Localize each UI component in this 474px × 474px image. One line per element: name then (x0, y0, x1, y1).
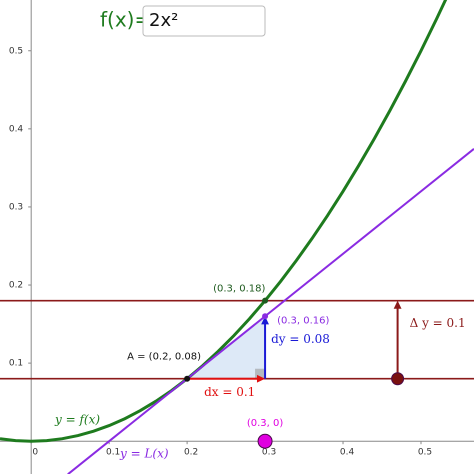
point-label: (0.3, 0) (247, 418, 284, 429)
input-box[interactable] (142, 5, 266, 37)
arrow-label: dx = 0.1 (204, 385, 255, 399)
curve-label: y = f(x) (54, 413, 100, 427)
curve-label: y = L(x) (119, 447, 169, 461)
right-angle (255, 368, 266, 379)
arrow-head (393, 300, 402, 309)
point-label: (0.3, 0.18) (213, 284, 265, 295)
function-curve (67, 148, 474, 474)
y-tick-label: 0.5 (9, 46, 23, 56)
input-value[interactable]: 2x² (149, 10, 178, 31)
arrow-label: dy = 0.08 (271, 332, 330, 346)
x-tick-label: 0.4 (340, 448, 355, 458)
x-tick-label: 0.1 (106, 448, 120, 458)
y-tick-label: 0.1 (9, 359, 23, 369)
point-label: A = (0.2, 0.08) (127, 352, 201, 363)
function-curve (0, 0, 448, 443)
x-tick-label: 0.5 (418, 448, 432, 458)
x-tick-label: 0.3 (262, 448, 276, 458)
y-tick-label: 0.3 (9, 202, 23, 212)
point (184, 375, 191, 382)
x-tick-label: 0 (32, 448, 38, 458)
point (262, 313, 269, 320)
point (257, 433, 273, 449)
arrow-head (261, 316, 269, 325)
x-tick-label: 0.2 (184, 448, 198, 458)
arrow-head (256, 374, 266, 383)
point (262, 297, 269, 304)
y-tick-label: 0.2 (9, 281, 23, 291)
y-tick-label: 0.4 (9, 124, 24, 134)
arrow-label: Δ y = 0.1 (410, 316, 466, 330)
point-label: (0.3, 0.16) (277, 315, 329, 326)
point (391, 372, 405, 386)
